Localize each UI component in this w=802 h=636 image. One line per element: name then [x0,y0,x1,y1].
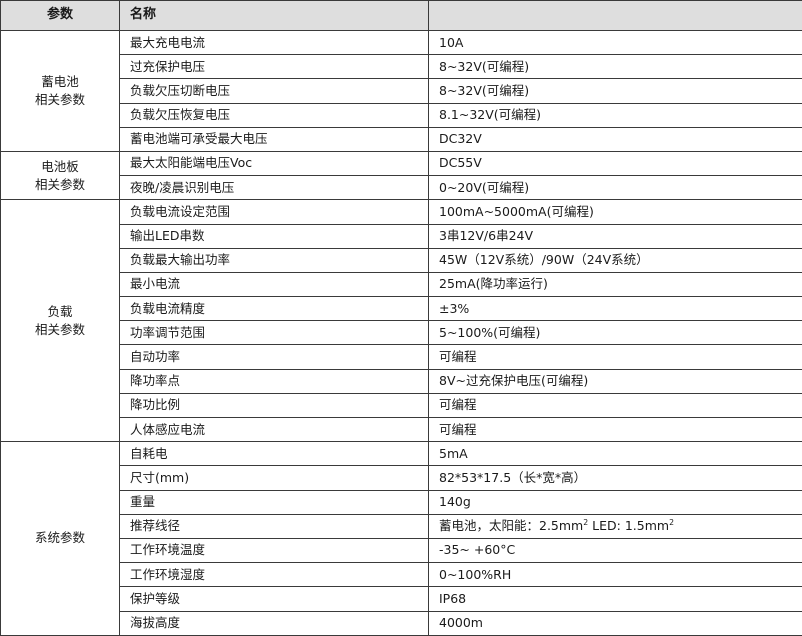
parameter-name-cell: 降功率点 [120,369,429,393]
parameter-name-cell: 人体感应电流 [120,418,429,442]
parameter-name-cell: 保护等级 [120,587,429,611]
parameter-name-cell: 过充保护电压 [120,55,429,79]
table-row: 推荐线径蓄电池，太阳能：2.5mm2 LED: 1.5mm2 [1,514,802,538]
table-row: 工作环境温度-35~ +60°C [1,538,802,562]
parameter-name-cell: 最小电流 [120,272,429,296]
parameter-name-cell: 负载电流精度 [120,297,429,321]
parameter-value-cell: IP68 [429,587,802,611]
parameter-name-cell: 负载最大输出功率 [120,248,429,272]
parameter-name-cell: 最大充电电流 [120,31,429,55]
parameter-value-cell: 8V~过充保护电压(可编程) [429,369,802,393]
parameter-name-cell: 夜晚/凌晨识别电压 [120,176,429,200]
parameter-name-cell: 最大太阳能端电压Voc [120,151,429,175]
table-row: 自动功率可编程 [1,345,802,369]
table-row: 人体感应电流可编程 [1,418,802,442]
table-row: 降功比例可编程 [1,393,802,417]
parameter-name-cell: 工作环境湿度 [120,563,429,587]
parameter-name-cell: 尺寸(mm) [120,466,429,490]
column-header-value [429,1,802,31]
parameter-value-cell: 5mA [429,442,802,466]
parameter-name-cell: 负载电流设定范围 [120,200,429,224]
column-header-name: 名称 [120,1,429,31]
parameter-value-cell: 82*53*17.5（长*宽*高） [429,466,802,490]
parameter-value-cell: 0~20V(可编程) [429,176,802,200]
parameter-name-cell: 蓄电池端可承受最大电压 [120,127,429,151]
parameter-value-cell: 可编程 [429,418,802,442]
parameter-name-cell: 负载欠压恢复电压 [120,103,429,127]
parameter-value-cell: 8.1~32V(可编程) [429,103,802,127]
parameter-value-cell: -35~ +60°C [429,538,802,562]
parameter-value-cell: DC55V [429,151,802,175]
parameter-value-cell: ±3% [429,297,802,321]
group-label-cell: 电池板相关参数 [1,151,120,199]
group-label-cell: 系统参数 [1,442,120,636]
table-row: 负载电流精度±3% [1,297,802,321]
group-label-cell: 负载相关参数 [1,200,120,442]
parameter-value-cell: 8~32V(可编程) [429,55,802,79]
parameter-name-cell: 负载欠压切断电压 [120,79,429,103]
parameter-value-cell: 0~100%RH [429,563,802,587]
parameter-value-cell: 140g [429,490,802,514]
table-row: 尺寸(mm)82*53*17.5（长*宽*高） [1,466,802,490]
group-label-cell: 蓄电池相关参数 [1,31,120,152]
parameter-value-cell: DC32V [429,127,802,151]
parameter-value-cell: 8~32V(可编程) [429,79,802,103]
parameter-name-cell: 输出LED串数 [120,224,429,248]
column-header-group: 参数 [1,1,120,31]
parameter-value-cell: 45W（12V系统）/90W（24V系统） [429,248,802,272]
table-header: 参数 名称 [1,1,802,31]
parameter-value-cell: 可编程 [429,393,802,417]
parameter-value-cell: 可编程 [429,345,802,369]
parameter-name-cell: 功率调节范围 [120,321,429,345]
parameter-value-cell: 100mA~5000mA(可编程) [429,200,802,224]
parameter-value-cell: 蓄电池，太阳能：2.5mm2 LED: 1.5mm2 [429,514,802,538]
parameter-value-cell: 4000m [429,611,802,635]
parameter-value-cell: 10A [429,31,802,55]
parameter-name-cell: 重量 [120,490,429,514]
parameter-name-cell: 自动功率 [120,345,429,369]
parameter-name-cell: 降功比例 [120,393,429,417]
parameter-value-cell: 3串12V/6串24V [429,224,802,248]
header-row: 参数 名称 [1,1,802,31]
parameter-name-cell: 自耗电 [120,442,429,466]
parameter-name-cell: 工作环境温度 [120,538,429,562]
parameter-name-cell: 海拔高度 [120,611,429,635]
parameter-name-cell: 推荐线径 [120,514,429,538]
parameter-value-cell: 25mA(降功率运行) [429,272,802,296]
parameter-value-cell: 5~100%(可编程) [429,321,802,345]
